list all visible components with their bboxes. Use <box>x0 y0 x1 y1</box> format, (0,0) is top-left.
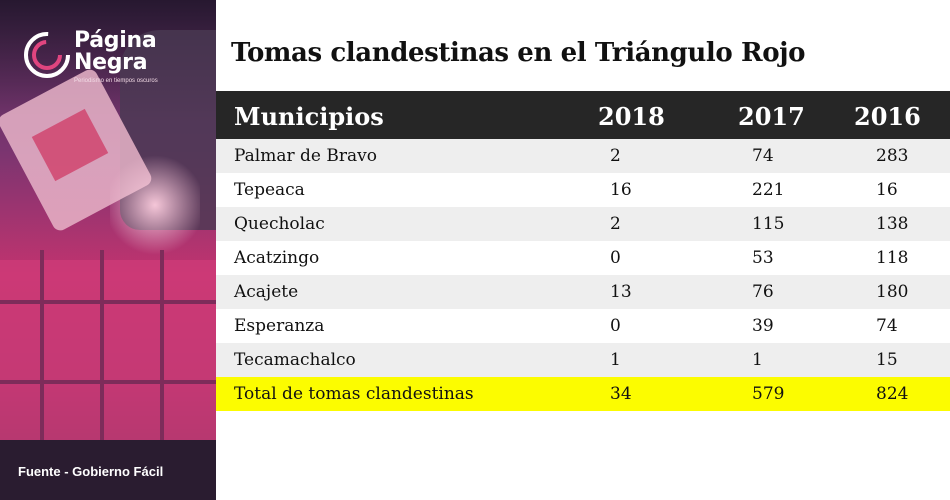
cell-2017: 115 <box>752 214 785 234</box>
header-2016: 2016 <box>854 102 921 131</box>
photo-cage-bar <box>160 250 164 450</box>
cell-2018: 0 <box>610 316 621 336</box>
cell-municipio: Quecholac <box>234 214 325 234</box>
table-row: Acatzingo 0 53 118 <box>216 241 950 275</box>
total-label: Total de tomas clandestinas <box>234 384 474 404</box>
table-header: Municipios 2018 2017 2016 <box>216 91 950 139</box>
cell-municipio: Acajete <box>234 282 299 302</box>
cell-2018: 0 <box>610 248 621 268</box>
table-row: Quecholac 2 115 138 <box>216 207 950 241</box>
cell-2018: 16 <box>610 180 632 200</box>
cell-2016: 16 <box>876 180 898 200</box>
brand-logo: Página Negra Periodismo en tiempos oscur… <box>22 30 212 90</box>
total-2018: 34 <box>610 384 632 404</box>
cell-2018: 2 <box>610 146 621 166</box>
table-row: Tepeaca 16 221 16 <box>216 173 950 207</box>
cell-municipio: Palmar de Bravo <box>234 146 377 166</box>
photo-ground <box>0 440 216 500</box>
data-table: Municipios 2018 2017 2016 Palmar de Brav… <box>216 91 950 411</box>
brand-name-line2: Negra <box>74 50 148 75</box>
photo-cage-bar <box>0 380 216 384</box>
table-row: Palmar de Bravo 2 74 283 <box>216 139 950 173</box>
background-photo: Página Negra Periodismo en tiempos oscur… <box>0 0 216 500</box>
total-2016: 824 <box>876 384 909 404</box>
cell-2016: 138 <box>876 214 909 234</box>
cell-2018: 1 <box>610 350 621 370</box>
total-row: Total de tomas clandestinas 34 579 824 <box>216 377 950 411</box>
cell-municipio: Acatzingo <box>234 248 320 268</box>
cell-2018: 13 <box>610 282 632 302</box>
cell-2017: 74 <box>752 146 774 166</box>
source-credit: Fuente - Gobierno Fácil <box>18 464 164 479</box>
cell-2017: 39 <box>752 316 774 336</box>
cell-2016: 180 <box>876 282 909 302</box>
logo-ring-icon <box>24 32 70 78</box>
total-2017: 579 <box>752 384 785 404</box>
cell-2016: 74 <box>876 316 898 336</box>
cell-2017: 76 <box>752 282 774 302</box>
cell-2017: 1 <box>752 350 763 370</box>
brand-name: Página Negra <box>74 28 157 75</box>
cell-2017: 53 <box>752 248 774 268</box>
photo-fuel-splash <box>110 150 200 260</box>
header-2018: 2018 <box>598 102 665 131</box>
cell-municipio: Tecamachalco <box>234 350 356 370</box>
cell-2016: 118 <box>876 248 909 268</box>
photo-cage-bar <box>40 250 44 450</box>
cell-2017: 221 <box>752 180 785 200</box>
photo-cage-bar <box>0 300 216 304</box>
brand-tagline: Periodismo en tiempos oscuros <box>74 78 158 84</box>
photo-cage-bar <box>100 250 104 450</box>
table-row: Acajete 13 76 180 <box>216 275 950 309</box>
header-municipios: Municipios <box>234 102 384 131</box>
table-row: Esperanza 0 39 74 <box>216 309 950 343</box>
cell-municipio: Esperanza <box>234 316 325 336</box>
chart-title: Tomas clandestinas en el Triángulo Rojo <box>231 38 806 68</box>
cell-municipio: Tepeaca <box>234 180 305 200</box>
brand-name-line1: Página <box>74 28 157 53</box>
header-2017: 2017 <box>738 102 805 131</box>
photo-tank <box>0 260 216 440</box>
cell-2016: 15 <box>876 350 898 370</box>
cell-2016: 283 <box>876 146 909 166</box>
cell-2018: 2 <box>610 214 621 234</box>
table-row: Tecamachalco 1 1 15 <box>216 343 950 377</box>
